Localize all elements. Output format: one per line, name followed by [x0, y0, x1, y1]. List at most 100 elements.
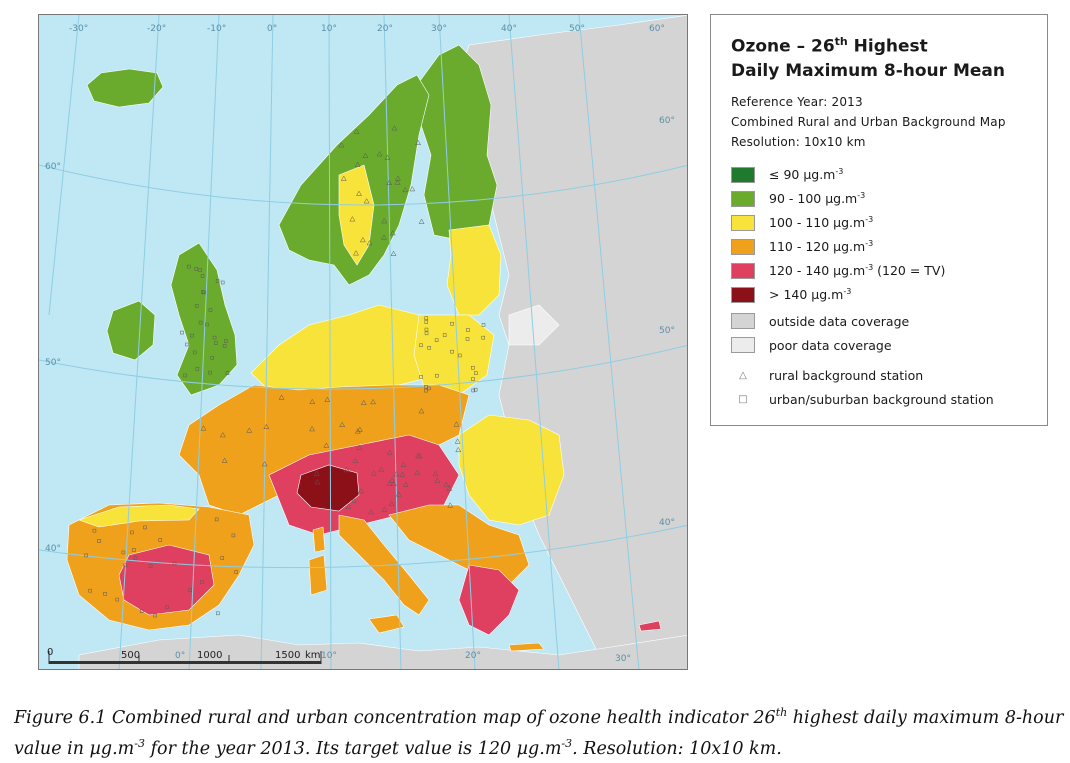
longitude-label: 50° — [569, 24, 585, 34]
urban-station-marker — [139, 609, 144, 613]
latitude-label: 40° — [45, 544, 61, 554]
rural-station-marker — [261, 460, 268, 467]
urban-station-marker — [220, 556, 225, 560]
urban-station-marker — [133, 556, 138, 560]
legend-class-5: > 140 µg.m-3 — [731, 285, 851, 305]
urban-station-marker — [200, 580, 204, 584]
rural-station-marker — [340, 175, 347, 181]
urban-station-marker — [442, 333, 447, 337]
urban-station-marker — [465, 337, 470, 341]
longitude-label: 20° — [465, 651, 481, 661]
region-sardinia — [308, 554, 328, 596]
rural-station-marker — [351, 497, 357, 503]
rural-station-marker — [353, 250, 359, 256]
region-great-britain — [170, 242, 238, 396]
urban-station-marker — [216, 611, 220, 616]
urban-station-marker — [427, 345, 431, 350]
rural-station-marker — [339, 421, 346, 427]
longitude-label: 30° — [615, 654, 631, 664]
urban-station-marker — [427, 386, 431, 391]
rural-station-marker — [409, 185, 416, 192]
region-finland — [416, 44, 498, 241]
region-greece — [458, 564, 520, 636]
rural-station-marker — [366, 239, 373, 246]
longitude-label: -20° — [147, 24, 166, 34]
rural-station-marker — [399, 471, 406, 477]
urban-station-marker — [202, 290, 206, 295]
longitude-label: 30° — [431, 24, 447, 34]
legend-class-label: 90 - 100 µg.m-3 — [769, 191, 866, 207]
rural-station-marker — [434, 477, 441, 483]
region-poland — [413, 314, 495, 396]
urban-station-marker — [473, 387, 478, 392]
rural-station-marker — [349, 216, 356, 222]
rural-station-marker — [356, 426, 363, 432]
rural-station-marker — [338, 142, 345, 148]
rural-station-marker — [200, 425, 207, 431]
longitude-label: 20° — [377, 24, 393, 34]
longitude-label: 60° — [649, 24, 665, 34]
scale-bar — [48, 651, 322, 664]
urban-station-marker — [200, 274, 205, 278]
urban-station-marker — [424, 388, 428, 393]
urban-station-marker — [198, 320, 203, 325]
rural-station-marker — [246, 427, 253, 433]
urban-station-marker — [180, 330, 184, 335]
rural-station-marker — [402, 481, 409, 487]
urban-station-marker — [148, 564, 153, 568]
urban-station-marker — [424, 320, 429, 324]
rural-station-marker — [313, 470, 320, 476]
region-ireland — [106, 300, 156, 361]
rural-station-marker — [390, 250, 397, 256]
rural-station-marker — [309, 398, 316, 405]
rural-station-marker — [324, 396, 331, 402]
rural-station-marker — [381, 506, 388, 512]
rural-station-marker — [221, 457, 228, 463]
longitude-label: 10° — [321, 651, 337, 661]
region-crete — [508, 642, 545, 652]
rural-station-marker — [386, 179, 393, 185]
urban-station-marker — [190, 333, 194, 338]
rural-station-marker — [418, 218, 425, 224]
urban-station-marker — [158, 538, 163, 542]
urban-station-marker — [97, 539, 101, 543]
rural-station-marker — [391, 125, 398, 131]
urban-station-marker — [115, 597, 120, 602]
rural-station-marker — [368, 508, 374, 515]
legend-poor-coverage: poor data coverage — [731, 335, 892, 355]
map-legend: Ozone – 26th Highest Daily Maximum 8-hou… — [710, 14, 1048, 426]
urban-station-marker — [215, 279, 220, 283]
urban-station-marker — [92, 528, 97, 533]
urban-station-marker — [212, 335, 217, 340]
urban-station-marker — [186, 264, 191, 269]
legend-class-label: > 140 µg.m-3 — [769, 287, 852, 303]
urban-station-marker — [471, 388, 476, 393]
rural-station-marker — [418, 408, 425, 414]
rural-station-marker — [354, 428, 361, 434]
color-swatch — [731, 263, 755, 279]
rural-station-marker — [454, 438, 461, 444]
urban-station-marker — [103, 592, 107, 596]
legend-class-3: 110 - 120 µg.m-3 — [731, 237, 873, 257]
legend-class-2: 100 - 110 µg.m-3 — [731, 213, 873, 233]
legend-rural-station: △ rural background station — [739, 367, 924, 383]
color-swatch — [731, 191, 755, 207]
rural-station-marker — [395, 491, 402, 497]
map-canvas: -30° -20° -10° 0° 10° 20° 30° 40° 50° 60° 60° 50° 40… — [39, 15, 687, 669]
region-baltics — [446, 224, 502, 316]
region-iceland — [86, 68, 164, 108]
legend-outside-coverage: outside data coverage — [731, 311, 909, 331]
legend-resolution: Resolution: 10x10 km — [731, 135, 866, 149]
urban-station-marker — [195, 367, 200, 371]
urban-station-marker — [424, 327, 429, 332]
square-icon: □ — [738, 393, 748, 405]
rural-station-marker — [378, 466, 385, 472]
longitude-label: 10° — [321, 24, 337, 34]
rural-station-marker — [343, 466, 350, 473]
rural-station-marker — [432, 470, 439, 477]
rural-station-marker — [376, 151, 383, 157]
legend-class-4: 120 - 140 µg.m-3 (120 = TV) — [731, 261, 945, 281]
urban-station-marker — [220, 280, 225, 285]
urban-station-marker — [481, 323, 486, 327]
color-swatch — [731, 239, 755, 255]
